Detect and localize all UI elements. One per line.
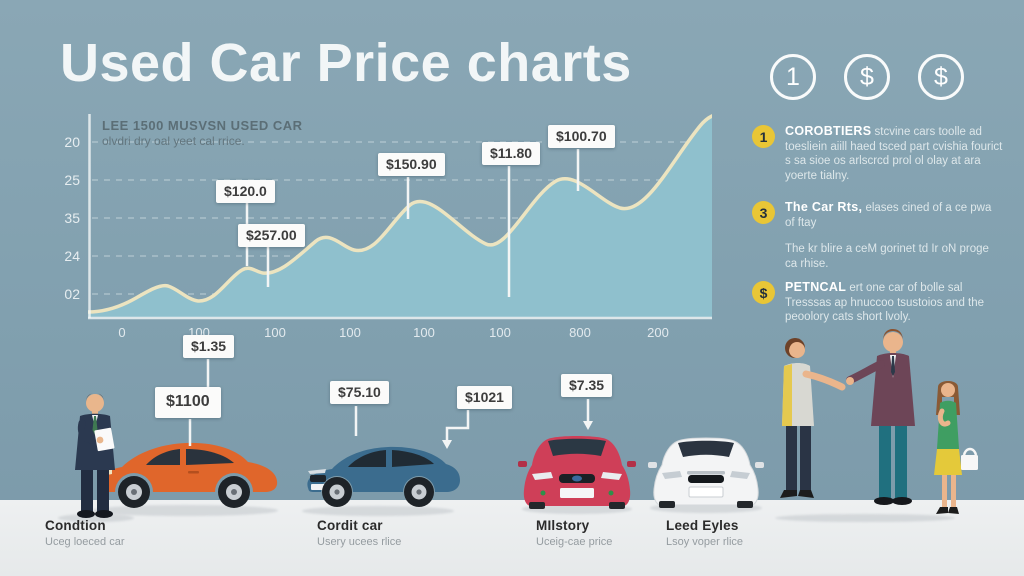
white-sedan-illustration bbox=[648, 437, 764, 508]
price-tag: $7.35 bbox=[561, 374, 613, 397]
number-one-circle-icon: 1 bbox=[770, 54, 816, 100]
info-item-3: 3 The Car Rts, elases cined of a ce pwa … bbox=[752, 200, 1010, 230]
car-label-3: MIlstory Uceig-cae price bbox=[536, 518, 612, 548]
car-caption: Uceg loeced car bbox=[45, 536, 125, 548]
car-name: Cordit car bbox=[317, 518, 383, 533]
circle-glyph: $ bbox=[860, 62, 874, 91]
car-caption: Lsoy voper rlice bbox=[666, 536, 744, 548]
x-tick: 100 bbox=[339, 325, 361, 340]
wheel bbox=[404, 477, 434, 507]
price-line bbox=[88, 114, 712, 314]
info-text: COROBTIERS stcvine cars toolle ad toesli… bbox=[785, 124, 1003, 183]
shadow bbox=[92, 505, 278, 516]
shadow bbox=[302, 506, 454, 516]
orange-hatchback-illustration bbox=[97, 442, 278, 508]
car-caption: Uceig-cae price bbox=[536, 536, 613, 548]
x-tick: 0 bbox=[118, 325, 126, 340]
blue-sedan-illustration bbox=[307, 446, 460, 507]
price-tag: $100.70 bbox=[548, 125, 615, 148]
price-tag: $1.35 bbox=[183, 335, 235, 358]
x-tick: 100 bbox=[264, 325, 286, 340]
showroom-floor bbox=[0, 500, 1024, 576]
info-body: ert one car of bolle sal Tresssas ap hnu… bbox=[785, 282, 985, 323]
wheel bbox=[118, 476, 150, 508]
chart-title: LEE 1500 MUSVSN USED CAR bbox=[102, 118, 303, 133]
car-label-4: Leed Eyles Lsoy voper rlice bbox=[666, 518, 743, 548]
info-paragraph: The kr blire a ceM gorinet td Ir oN prog… bbox=[785, 243, 989, 270]
wheel bbox=[218, 476, 250, 508]
info-text: The Car Rts, elases cined of a ce pwa of… bbox=[785, 200, 1003, 230]
price-tag: $75.10 bbox=[330, 381, 389, 404]
circle-glyph: 1 bbox=[786, 62, 800, 91]
buyer-woman-illustration bbox=[780, 338, 846, 498]
car-name: Leed Eyles bbox=[666, 518, 739, 533]
y-tick: 24 bbox=[64, 248, 80, 264]
customer-woman-illustration bbox=[934, 381, 978, 514]
x-tick: 100 bbox=[489, 325, 511, 340]
shadow bbox=[522, 504, 632, 514]
red-sedan-illustration bbox=[518, 436, 636, 509]
car-label-2: Cordit car Usery ucees rlice bbox=[317, 518, 401, 548]
circle-glyph: $ bbox=[934, 62, 948, 91]
badge-3: 3 bbox=[752, 201, 775, 224]
car-name: Condtion bbox=[45, 518, 106, 533]
info-text: PETNCAL ert one car of bolle sal Tresssa… bbox=[785, 280, 1003, 325]
page-title: Used Car Price charts bbox=[60, 33, 632, 93]
shadow bbox=[58, 514, 134, 522]
car-caption: Usery ucees rlice bbox=[317, 536, 402, 548]
info-heading: PETNCAL bbox=[785, 280, 847, 294]
dollar-circle-icon: $ bbox=[844, 54, 890, 100]
price-tag: $1021 bbox=[457, 386, 512, 409]
info-heading: COROBTIERS bbox=[785, 124, 872, 138]
x-tick: 100 bbox=[413, 325, 435, 340]
inspector-person-illustration bbox=[75, 393, 115, 518]
car-name: MIlstory bbox=[536, 518, 590, 533]
price-tag: $150.90 bbox=[378, 153, 445, 176]
info-body: elases cined of a ce pwa of ftay bbox=[785, 202, 992, 229]
car-label-1: Condtion Uceg loeced car bbox=[45, 518, 125, 548]
y-tick: 35 bbox=[64, 210, 80, 226]
info-item-1: 1 COROBTIERS stcvine cars toolle ad toes… bbox=[752, 124, 1010, 183]
y-tick: 20 bbox=[64, 134, 80, 150]
badge-dollar: $ bbox=[752, 281, 775, 304]
info-body: stcvine cars toolle ad toesliein aiill h… bbox=[785, 126, 1003, 182]
x-tick: 800 bbox=[569, 325, 591, 340]
shadow bbox=[650, 503, 762, 513]
badge-1: 1 bbox=[752, 125, 775, 148]
chart-subtitle: olvdri dry oal yeet cal rrice. bbox=[102, 134, 245, 148]
dollar-circle-icon: $ bbox=[918, 54, 964, 100]
price-tag: $1100 bbox=[155, 387, 221, 418]
info-item-dollar: $ PETNCAL ert one car of bolle sal Tress… bbox=[752, 280, 1010, 325]
salesman-illustration bbox=[846, 329, 915, 505]
price-tag: $120.0 bbox=[216, 180, 275, 203]
y-tick: 02 bbox=[64, 286, 80, 302]
wheel bbox=[322, 477, 352, 507]
info-heading: The Car Rts, bbox=[785, 200, 863, 214]
shadow bbox=[775, 514, 955, 522]
y-tick: 25 bbox=[64, 172, 80, 188]
price-tag: $257.00 bbox=[238, 224, 305, 247]
x-tick: 200 bbox=[647, 325, 669, 340]
price-tag: $11.80 bbox=[482, 142, 541, 165]
